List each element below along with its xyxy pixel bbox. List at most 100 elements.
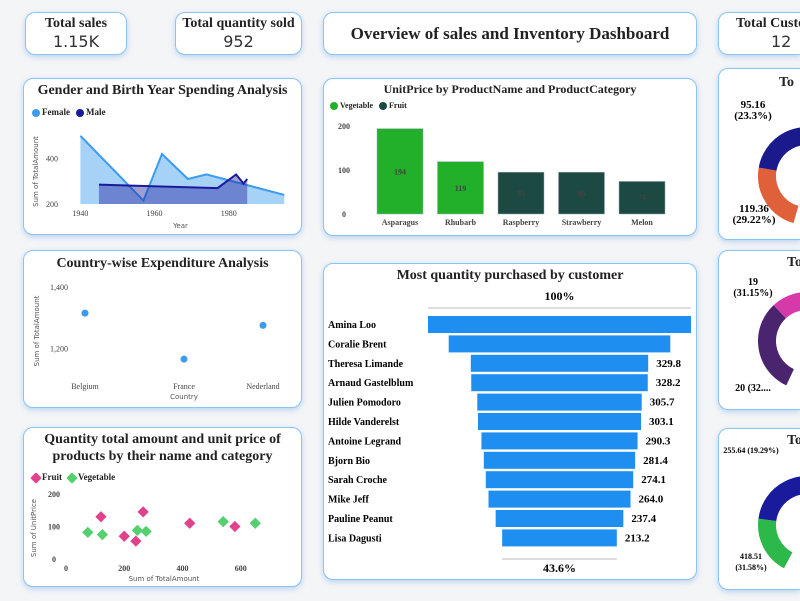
y-tick-label: 200: [46, 200, 58, 209]
data-point-fruit: [137, 506, 149, 518]
funnel-bar: [502, 529, 617, 547]
data-point-vegetable: [131, 524, 143, 537]
donut-chart-2[interactable]: 19(31.15%) 20 (32.... To: [718, 250, 800, 410]
quantity-price-scatter-chart[interactable]: 200 100 0 0 200 400 600 Sum of TotalAmount Sum o…: [23, 427, 302, 587]
value-label: 303.1: [649, 416, 674, 428]
value-label: 237.4: [631, 513, 656, 525]
dashboard-title-card: Overview of sales and Inventory Dashboar…: [323, 12, 697, 55]
legend-fruit[interactable]: Fruit: [379, 101, 407, 111]
area-male: [98, 174, 248, 204]
funnel-bar: [488, 490, 631, 508]
data-label: 95: [578, 189, 586, 198]
bottom-percent-label: 43.6%: [543, 561, 576, 575]
customer-name: Julien Pomodoro: [328, 398, 401, 409]
kpi-value: 952: [223, 32, 254, 51]
kpi-total-quantity: Total quantity sold 952: [175, 12, 302, 55]
chart-canvas: 100% Amina Loo Coralie Brent Theresa Limand…: [328, 289, 691, 575]
bar-strawberry: [558, 171, 605, 215]
value-label: 274.1: [641, 474, 666, 486]
slice-label: 19: [748, 277, 758, 288]
customer-name: Hilde Vanderelst: [328, 417, 400, 428]
donut-slice: [758, 305, 795, 386]
x-tick-label: France: [173, 382, 195, 391]
funnel-bar: [483, 451, 636, 469]
y-tick-label: 100: [338, 166, 350, 175]
donut-slice: [773, 292, 800, 319]
data-point-vegetable: [96, 528, 109, 541]
legend-fruit[interactable]: Fruit: [30, 472, 62, 484]
legend: Fruit Vegetable: [30, 472, 115, 484]
funnel-bar: [481, 432, 638, 450]
x-tick-label: 1960: [147, 209, 163, 218]
customer-name: Pauline Peanut: [328, 514, 393, 525]
data-point-vegetable: [140, 525, 152, 538]
y-tick-label: 0: [342, 210, 346, 219]
y-tick-label: 1,400: [50, 283, 68, 292]
y-axis-title: Sum of UnitPrice: [30, 499, 38, 557]
legend-male[interactable]: Male: [75, 107, 105, 117]
bar-asparagus: [376, 128, 424, 215]
chart-title: Most quantity purchased by customer: [396, 268, 624, 283]
x-tick-label: 600: [235, 564, 247, 573]
kpi-value: 12: [771, 32, 792, 51]
chart-canvas: 200 100 0 194 Asparagus 119 Rhubarb 95 Raspberry…: [338, 122, 666, 227]
legend-vegetable[interactable]: Vegetable: [66, 472, 115, 484]
legend-female[interactable]: Female: [32, 107, 70, 117]
line-female: [79, 135, 285, 203]
data-point-nederland: [259, 321, 267, 329]
x-tick-label: 200: [118, 564, 130, 573]
top-percent-label: 100%: [545, 289, 575, 303]
x-tick-label: Nederland: [246, 382, 279, 391]
x-tick-label: 400: [176, 564, 188, 573]
country-expenditure-chart[interactable]: 1,400 1,200 Belgium France Nederland Country S…: [23, 250, 302, 408]
slice-label: (23.3%): [734, 110, 772, 122]
data-label: 119: [455, 184, 467, 193]
legend-vegetable[interactable]: Vegetable: [330, 101, 373, 111]
funnel-bar: [485, 471, 634, 489]
chart-canvas: 255.64 (19.29%) 418.51 (31.58%): [723, 446, 800, 572]
customer-name: Arnaud Gastelblum: [328, 378, 414, 389]
bar-raspberry: [497, 171, 545, 215]
kpi-total-customers: Total Custo 12: [718, 12, 800, 55]
kpi-label: Total quantity sold: [182, 16, 295, 31]
area-female: [80, 135, 285, 204]
funnel-bar: [477, 413, 642, 430]
chart-title: Gender and Birth Year Spending Analysis: [37, 83, 288, 98]
funnel-bar: [470, 354, 649, 372]
donut-slice: [758, 518, 793, 569]
chart-canvas: 95.16(23.3%) 119.36(29.22%): [732, 99, 800, 226]
value-label: 264.0: [638, 494, 663, 506]
donut-chart-3[interactable]: 255.64 (19.29%) 418.51 (31.58%) To: [718, 428, 800, 590]
x-tick-label: Rhubarb: [445, 218, 477, 227]
data-point-vegetable: [217, 515, 229, 528]
data-label: 74: [638, 194, 646, 203]
x-tick-label: 0: [64, 564, 68, 573]
x-tick-label: 1980: [221, 209, 237, 218]
value-label: 281.4: [643, 455, 668, 467]
customer-name: Antoine Legrand: [328, 436, 402, 447]
chart-canvas: 19(31.15%) 20 (32....: [733, 277, 800, 394]
donut-chart-1[interactable]: 95.16 (23.3%) 119.36 (29.22%) To: [718, 68, 800, 240]
customer-name: Amina Loo: [328, 320, 376, 331]
data-point-fruit: [184, 517, 196, 529]
data-point-vegetable: [249, 517, 261, 529]
legend: Female Male: [32, 107, 105, 117]
y-tick-label: 1,200: [50, 344, 68, 353]
value-label: 329.8: [656, 358, 681, 370]
line-male: [98, 173, 248, 190]
y-tick-label: 100: [48, 523, 60, 532]
customer-funnel-chart[interactable]: 100% Amina Loo Coralie Brent Theresa Limand…: [323, 263, 697, 580]
gender-birth-year-chart[interactable]: 200 400 1940 1960 1980 Year Sum of TotalAmount…: [23, 78, 302, 235]
x-tick-label: Strawberry: [562, 218, 602, 227]
y-tick-label: 0: [52, 555, 56, 564]
x-tick-label: 1940: [72, 209, 88, 218]
unitprice-bar-chart[interactable]: 200 100 0 194 Asparagus 119 Rhubarb 95 Raspberry…: [323, 78, 697, 236]
customer-name: Theresa Limande: [328, 359, 404, 370]
chart-title: To: [779, 75, 795, 90]
value-label: 305.7: [650, 397, 675, 409]
slice-label: (31.15%): [733, 288, 772, 299]
y-tick-label: 200: [338, 122, 350, 131]
slice-label: (31.58%): [735, 563, 767, 572]
customer-name: Coralie Brent: [328, 339, 387, 350]
kpi-total-sales: Total sales 1.15K: [25, 12, 127, 55]
